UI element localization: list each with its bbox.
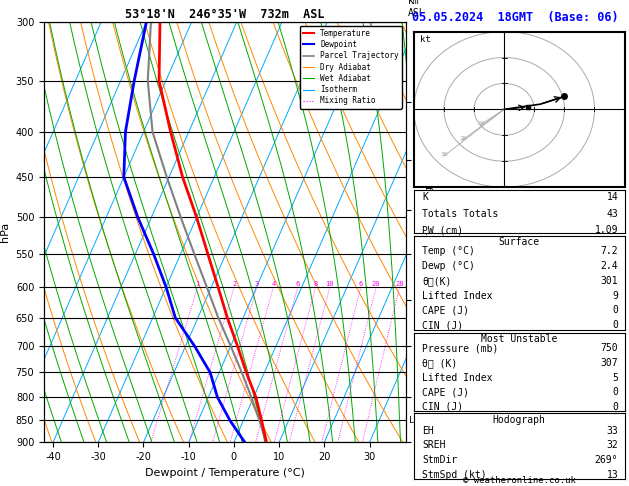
Text: 8: 8 <box>313 281 318 287</box>
Text: CAPE (J): CAPE (J) <box>422 387 469 397</box>
Text: 33: 33 <box>606 426 618 436</box>
Text: LCL: LCL <box>409 416 425 425</box>
Text: 0: 0 <box>613 306 618 315</box>
Text: Temp (°C): Temp (°C) <box>422 246 475 256</box>
Text: 3: 3 <box>255 281 259 287</box>
Text: θᴇ (K): θᴇ (K) <box>422 358 457 368</box>
Text: Lifted Index: Lifted Index <box>422 291 493 301</box>
Text: 20: 20 <box>372 281 381 287</box>
Text: 05.05.2024  18GMT  (Base: 06): 05.05.2024 18GMT (Base: 06) <box>412 11 619 24</box>
Text: CIN (J): CIN (J) <box>422 320 464 330</box>
Text: 20: 20 <box>459 137 467 141</box>
Text: © weatheronline.co.uk: © weatheronline.co.uk <box>463 475 576 485</box>
Text: StmDir: StmDir <box>422 455 457 465</box>
Text: 1: 1 <box>196 281 199 287</box>
Text: 6: 6 <box>296 281 300 287</box>
Text: K: K <box>422 192 428 202</box>
Text: 14: 14 <box>606 192 618 202</box>
Text: PW (cm): PW (cm) <box>422 225 464 235</box>
Text: 4: 4 <box>271 281 276 287</box>
Y-axis label: hPa: hPa <box>0 222 10 242</box>
Text: 7.2: 7.2 <box>601 246 618 256</box>
Text: Pressure (mb): Pressure (mb) <box>422 344 499 353</box>
Text: CAPE (J): CAPE (J) <box>422 306 469 315</box>
Text: SREH: SREH <box>422 440 446 451</box>
Text: km
ASL: km ASL <box>408 0 425 17</box>
Text: 1.09: 1.09 <box>595 225 618 235</box>
Text: 2: 2 <box>232 281 237 287</box>
Text: 0: 0 <box>613 402 618 412</box>
Text: StmSpd (kt): StmSpd (kt) <box>422 470 487 480</box>
Text: 43: 43 <box>606 209 618 219</box>
Text: Mixing Ratio (g/kg): Mixing Ratio (g/kg) <box>425 181 434 283</box>
Text: Hodograph: Hodograph <box>493 415 546 425</box>
Text: Lifted Index: Lifted Index <box>422 373 493 382</box>
Text: θᴇ(K): θᴇ(K) <box>422 276 452 286</box>
Text: 5: 5 <box>613 373 618 382</box>
X-axis label: Dewpoint / Temperature (°C): Dewpoint / Temperature (°C) <box>145 468 305 478</box>
Text: Most Unstable: Most Unstable <box>481 334 557 344</box>
Text: 0: 0 <box>613 320 618 330</box>
Text: kt: kt <box>420 35 431 44</box>
Text: 10: 10 <box>477 121 484 126</box>
Text: 9: 9 <box>613 291 618 301</box>
Text: 750: 750 <box>601 344 618 353</box>
Text: CIN (J): CIN (J) <box>422 402 464 412</box>
Text: 10: 10 <box>326 281 334 287</box>
Text: Dewp (°C): Dewp (°C) <box>422 261 475 271</box>
Text: 0: 0 <box>613 387 618 397</box>
Text: 301: 301 <box>601 276 618 286</box>
Text: 269°: 269° <box>595 455 618 465</box>
Text: 32: 32 <box>606 440 618 451</box>
Text: 28: 28 <box>395 281 404 287</box>
Text: 2.4: 2.4 <box>601 261 618 271</box>
Text: 307: 307 <box>601 358 618 368</box>
Text: 30: 30 <box>441 152 448 157</box>
Text: 13: 13 <box>606 470 618 480</box>
Text: Totals Totals: Totals Totals <box>422 209 499 219</box>
Text: 6: 6 <box>359 281 363 287</box>
Legend: Temperature, Dewpoint, Parcel Trajectory, Dry Adiabat, Wet Adiabat, Isotherm, Mi: Temperature, Dewpoint, Parcel Trajectory… <box>299 26 402 108</box>
Text: Surface: Surface <box>499 237 540 247</box>
Text: EH: EH <box>422 426 434 436</box>
Title: 53°18'N  246°35'W  732m  ASL: 53°18'N 246°35'W 732m ASL <box>125 8 325 21</box>
